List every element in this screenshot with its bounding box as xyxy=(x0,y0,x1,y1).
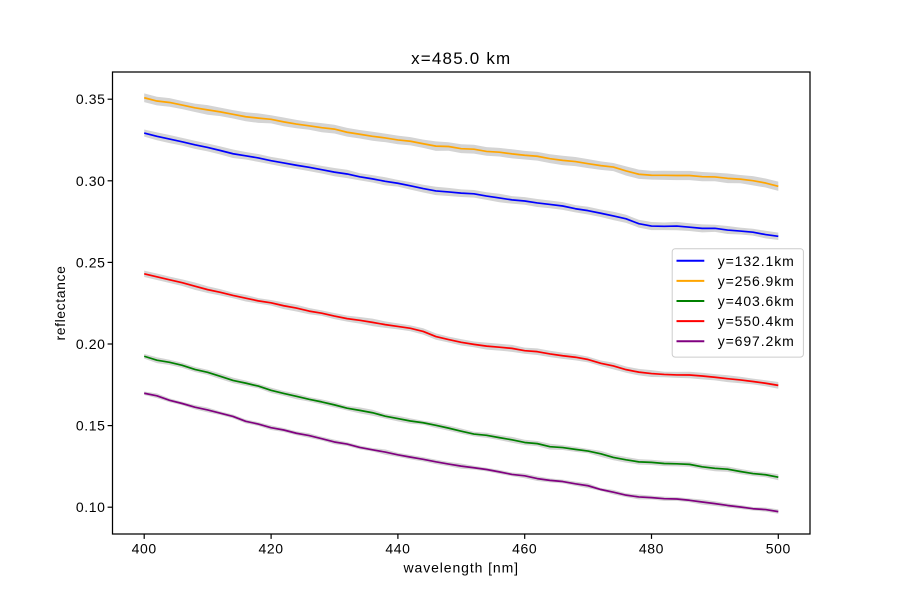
svg-text:0.30: 0.30 xyxy=(76,173,106,189)
svg-text:y=550.4km: y=550.4km xyxy=(718,313,795,329)
svg-text:y=403.6km: y=403.6km xyxy=(718,293,795,309)
svg-text:420: 420 xyxy=(259,541,284,557)
svg-text:y=132.1km: y=132.1km xyxy=(718,253,795,269)
svg-text:460: 460 xyxy=(512,541,537,557)
svg-text:0.35: 0.35 xyxy=(76,91,106,107)
svg-text:x=485.0 km: x=485.0 km xyxy=(411,49,511,68)
svg-text:0.15: 0.15 xyxy=(76,418,106,434)
svg-text:reflectance: reflectance xyxy=(52,265,68,340)
svg-text:500: 500 xyxy=(766,541,791,557)
svg-text:wavelength [nm]: wavelength [nm] xyxy=(403,560,519,576)
svg-text:y=697.2km: y=697.2km xyxy=(718,333,795,349)
svg-text:480: 480 xyxy=(639,541,664,557)
svg-text:0.10: 0.10 xyxy=(76,499,106,515)
svg-text:0.25: 0.25 xyxy=(76,254,106,270)
svg-text:0.20: 0.20 xyxy=(76,336,106,352)
svg-text:400: 400 xyxy=(132,541,157,557)
svg-text:440: 440 xyxy=(385,541,410,557)
svg-text:y=256.9km: y=256.9km xyxy=(718,273,795,289)
